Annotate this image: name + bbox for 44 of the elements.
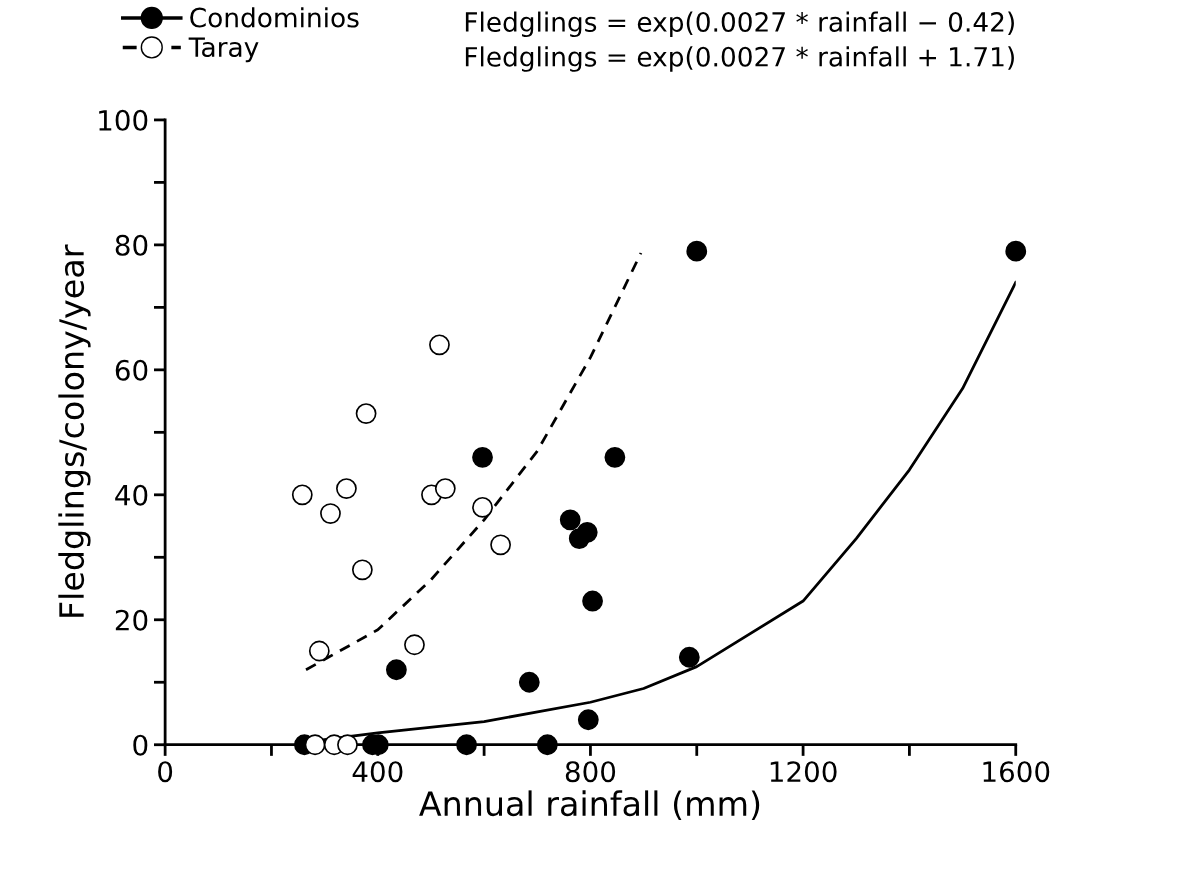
y-tick-label: 20: [115, 609, 148, 631]
y-tick-label: 80: [115, 234, 148, 256]
point: [456, 734, 477, 756]
point: [1005, 240, 1027, 262]
y-tick-label: 40: [115, 484, 148, 506]
point: [559, 509, 581, 531]
point: [304, 734, 326, 756]
point: [320, 503, 341, 524]
x-axis-title: Annual rainfall (mm): [419, 790, 760, 821]
line-series: [304, 251, 643, 672]
point: [536, 734, 558, 756]
x-tick-label: 0: [158, 761, 173, 783]
legend-label: Taray: [188, 37, 259, 63]
y-tick-label: 0: [133, 734, 148, 756]
point: [336, 478, 357, 499]
point: [472, 446, 493, 468]
x-tick-label: 1200: [770, 761, 837, 783]
point: [429, 334, 450, 356]
point: [291, 484, 313, 506]
point: [434, 478, 456, 499]
legend-label: Condominios: [190, 7, 359, 28]
point: [404, 634, 425, 656]
point: [351, 559, 373, 581]
point: [686, 240, 708, 262]
point: [582, 590, 603, 612]
point: [385, 659, 407, 681]
y-tick-label: 100: [99, 109, 148, 131]
point: [568, 528, 590, 549]
x-tick-label: 400: [352, 761, 403, 783]
point: [355, 403, 377, 424]
point: [490, 534, 511, 556]
x-tick-label: 800: [565, 761, 616, 783]
point: [577, 709, 599, 731]
point: [518, 671, 540, 693]
point: [678, 646, 700, 668]
point: [604, 446, 626, 468]
y-tick-label: 60: [115, 359, 148, 381]
point: [308, 640, 330, 662]
point: [472, 496, 493, 518]
text: Fledglings = exp(0.0027 * rainfall + 1.71): [465, 46, 1014, 72]
point: [337, 734, 358, 756]
y-axis-title: Fledglings/colony/year: [58, 244, 91, 617]
x-tick-label: 1600: [983, 761, 1050, 783]
text: Fledglings = exp(0.0027 * rainfall − 0.42): [465, 11, 1014, 38]
